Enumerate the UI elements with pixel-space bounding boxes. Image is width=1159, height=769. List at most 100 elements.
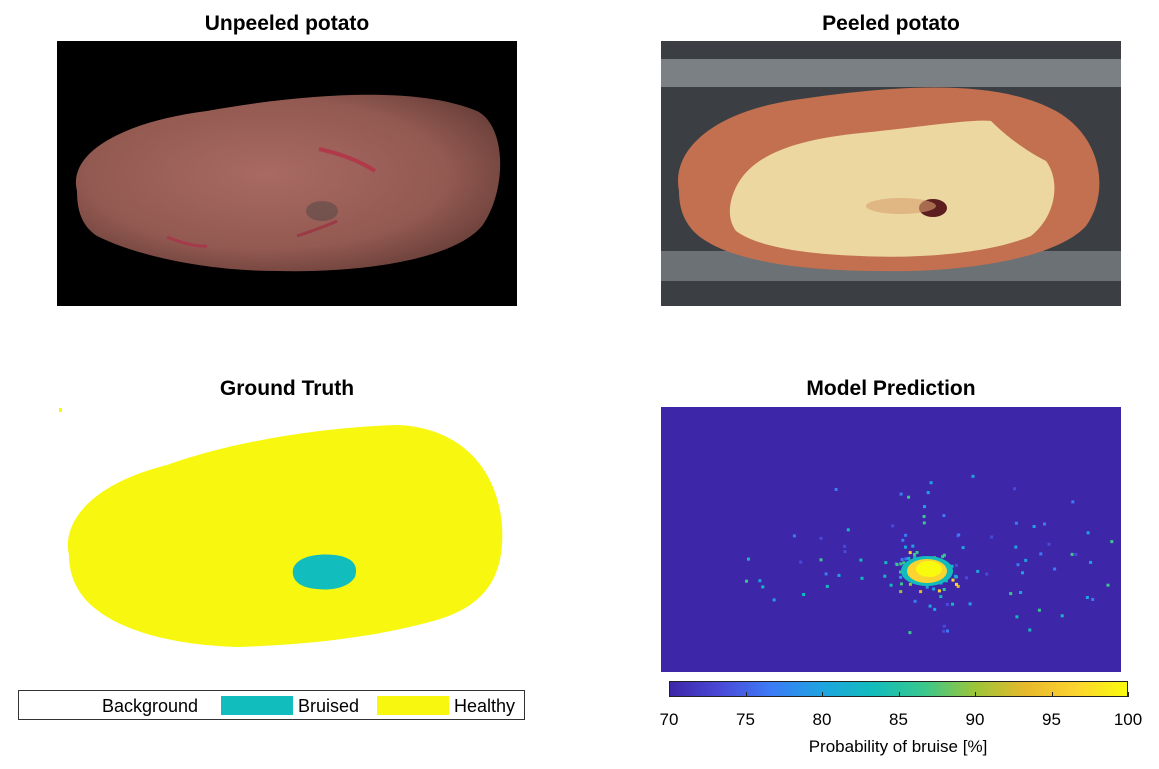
colorbar-label: Probability of bruise [%] [808,737,988,756]
prediction-heatmap [661,407,1121,672]
heatmap-speckle [951,602,954,606]
heatmap-speckle [745,579,748,583]
heatmap-speckle [929,481,933,485]
heatmap-speckle [834,488,838,491]
heatmap-speckle [933,607,937,611]
heatmap-speckle [976,569,980,573]
heatmap-speckle [799,560,803,564]
colorbar-tick-mark [975,692,976,697]
heatmap-speckle [942,624,946,628]
heatmap-speckle [1086,531,1090,535]
heatmap-speckle [1074,553,1078,556]
heatmap-speckle [1028,628,1032,632]
heatmap-speckle [899,590,903,594]
heatmap-speckle [908,631,912,635]
heatmap-speckle [889,583,893,587]
heatmap-speckle [913,555,917,559]
heatmap-speckle [1091,597,1095,601]
heatmap-speckle [825,584,829,588]
heatmap-speckle [951,578,955,582]
heatmap-speckle [950,564,954,568]
heatmap-speckle [911,544,915,548]
heatmap-speckle [884,561,888,565]
heatmap-speckle [824,572,828,576]
heatmap-speckle [899,562,903,566]
heatmap-speckle [961,546,965,550]
heatmap-speckle [1024,558,1028,562]
heatmap-speckle [792,534,796,538]
heatmap-speckle [902,561,906,565]
colorbar-tick-label: 70 [659,710,679,729]
heatmap-speckle [1053,567,1057,571]
heatmap-speckle [954,563,958,567]
heatmap-speckle [923,505,926,509]
heatmap-speckle [904,545,907,549]
heatmap-speckle [837,573,841,577]
heatmap-speckle [957,533,961,537]
heatmap-speckle [919,590,923,594]
heatmap-speckle [1016,563,1020,567]
heatmap-speckle [928,604,932,608]
heatmap-speckle [859,558,863,562]
heatmap-speckle [925,585,929,589]
colorbar-tick-mark [1128,692,1129,697]
heatmap-speckle [956,584,960,588]
heatmap-speckle [932,587,936,591]
heatmap-speckle [1014,521,1018,525]
heatmap-speckle [891,524,895,528]
heatmap-speckle [1015,615,1019,619]
heatmap-speckle [942,588,946,591]
legend-healthy-label: Healthy [454,696,516,716]
legend-bruised-label: Bruised [298,696,360,716]
colorbar-tick-label: 85 [889,710,908,729]
heatmap-speckle [945,602,949,606]
legend: Background Bruised Healthy [18,690,525,720]
heatmap-speckle [1085,596,1089,599]
unpeeled-potato-image [57,41,517,306]
heatmap-speckle [908,582,912,586]
heatmap-speckle [907,495,911,499]
heatmap-speckle [843,550,847,554]
heatmap-speckle [946,629,949,633]
heatmap-speckle [747,557,750,561]
heatmap-speckle [907,556,911,560]
heatmap-speckle [926,491,930,495]
heatmap-speckle [913,553,917,556]
prediction-title: Model Prediction [806,377,976,400]
heatmap-speckle [900,582,903,586]
heatmap-speckle [843,544,847,548]
heatmap-speckle [819,536,823,540]
colorbar-tick-mark [669,692,670,697]
heatmap-speckle [901,538,905,542]
heatmap-speckle [819,558,823,562]
heatmap-speckle [922,515,926,518]
bruised-region [292,554,357,590]
heatmap-speckle [968,602,972,606]
heatmap-speckle [942,514,946,518]
heatmap-speckle [1106,583,1110,587]
heatmap-speckle [1060,614,1064,618]
heatmap-speckle [985,572,989,576]
colorbar-tick-label: 90 [965,710,985,729]
heatmap-speckle [772,598,776,602]
heatmap-speckle [1032,525,1036,528]
heatmap-speckle [922,521,926,525]
heatmap-speckle [899,575,903,579]
legend-background-label: Background [102,696,199,716]
heatmap-speckle [758,579,762,583]
heatmap-speckle [971,474,975,478]
heatmap-speckle [1070,552,1074,556]
ground-truth-title: Ground Truth [219,377,355,400]
peeled-potato-image [661,41,1121,306]
colorbar-tick-mark [898,692,900,697]
heatmap-speckle [915,551,919,554]
heatmap-speckle [1014,545,1018,549]
heatmap-speckle [900,558,904,561]
heatmap-speckle [883,574,887,578]
heatmap-speckle [761,585,765,589]
heatmap-speckle [990,535,994,539]
ground-truth-map [57,405,517,670]
heatmap-speckle [1021,571,1024,575]
heatmap-speckle [1047,542,1051,546]
heatmap-speckle [955,582,958,586]
